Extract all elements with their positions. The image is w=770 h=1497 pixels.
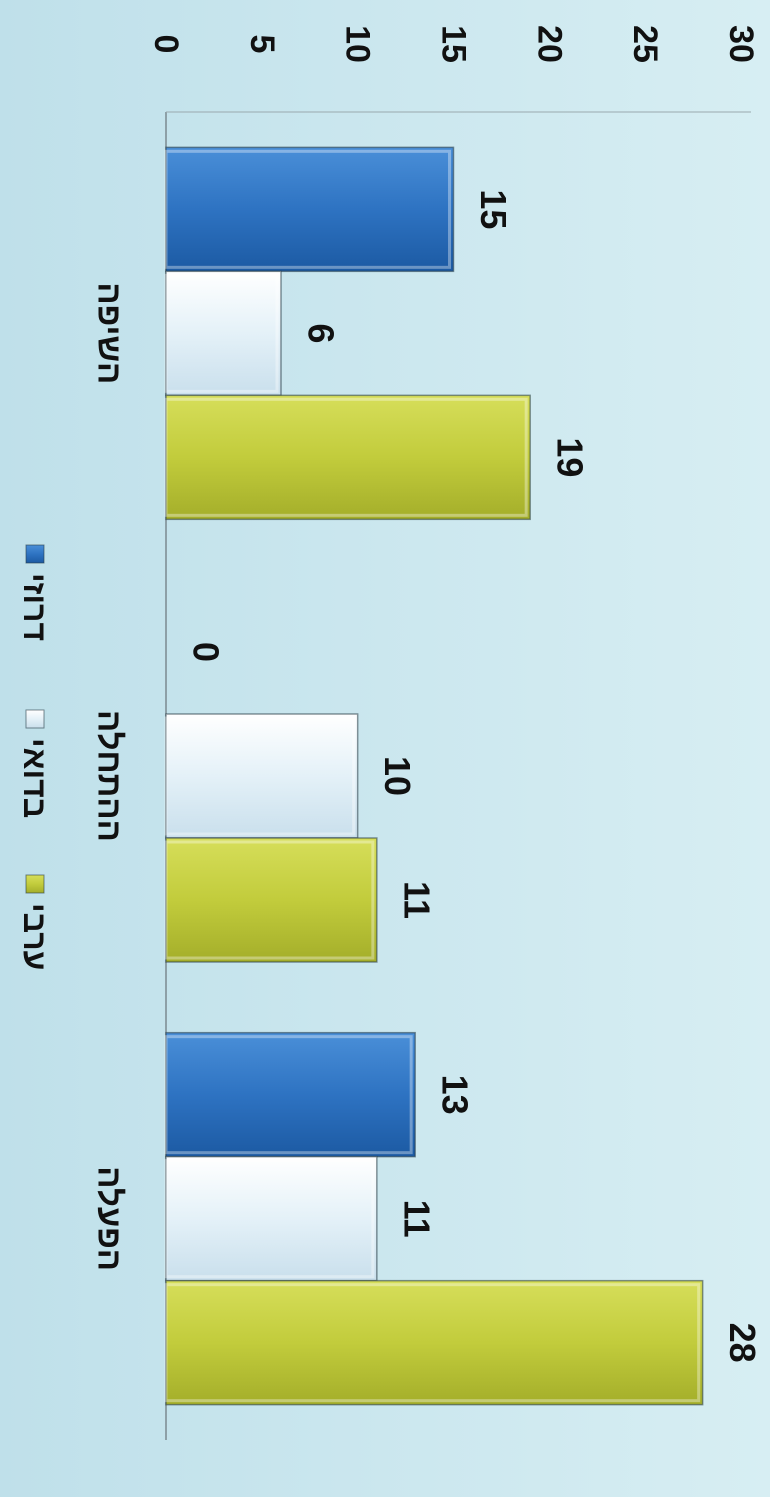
data-label: 11	[396, 1200, 437, 1238]
bar-bevel	[164, 1283, 701, 1403]
data-label: 10	[377, 756, 418, 796]
bar-bevel	[164, 716, 356, 836]
x-tick-label: ההתחלה	[92, 710, 129, 842]
bar-bevel	[164, 397, 528, 517]
bar-bevel	[164, 273, 279, 393]
bar	[165, 1155, 378, 1282]
y-tick-label: 10	[339, 25, 377, 63]
x-tick-label: הפעלה	[92, 1166, 129, 1271]
data-label: 0	[186, 642, 227, 662]
bar	[165, 1031, 416, 1158]
plot-area: 0 5 10 15 20 25 30 השיפה 15 6 19 ההתחלה 0 10 11 הפעלה 13…	[17, 25, 763, 1440]
y-tick-label: 30	[722, 25, 760, 63]
legend-label: בדואי	[17, 738, 53, 818]
y-tick-label: 25	[626, 25, 664, 63]
data-label: 28	[722, 1323, 763, 1363]
y-tick-label: 5	[243, 35, 281, 54]
data-label: 11	[396, 881, 437, 919]
bar	[165, 713, 359, 839]
bar	[165, 146, 455, 273]
bar-bevel	[164, 1159, 375, 1279]
legend-swatch	[25, 544, 45, 564]
bar	[165, 837, 378, 963]
legend-swatch	[25, 874, 45, 894]
legend-label: דרוזי	[17, 573, 53, 641]
y-tick-label: 0	[147, 35, 185, 54]
bar	[165, 1279, 704, 1406]
bar	[165, 270, 282, 397]
y-tick-label: 20	[530, 25, 568, 63]
legend-label: ערבי	[17, 903, 53, 970]
x-tick-label: השיפה	[92, 282, 129, 384]
bar-bevel	[164, 1035, 413, 1155]
bar	[165, 394, 531, 521]
bar-bevel	[164, 149, 451, 269]
bar-bevel	[164, 840, 375, 960]
data-label: 15	[473, 189, 514, 229]
data-label: 13	[435, 1075, 476, 1115]
y-tick-label: 15	[435, 25, 473, 63]
data-label: 19	[550, 437, 591, 477]
legend-swatch	[25, 709, 45, 729]
data-label: 6	[301, 323, 342, 343]
